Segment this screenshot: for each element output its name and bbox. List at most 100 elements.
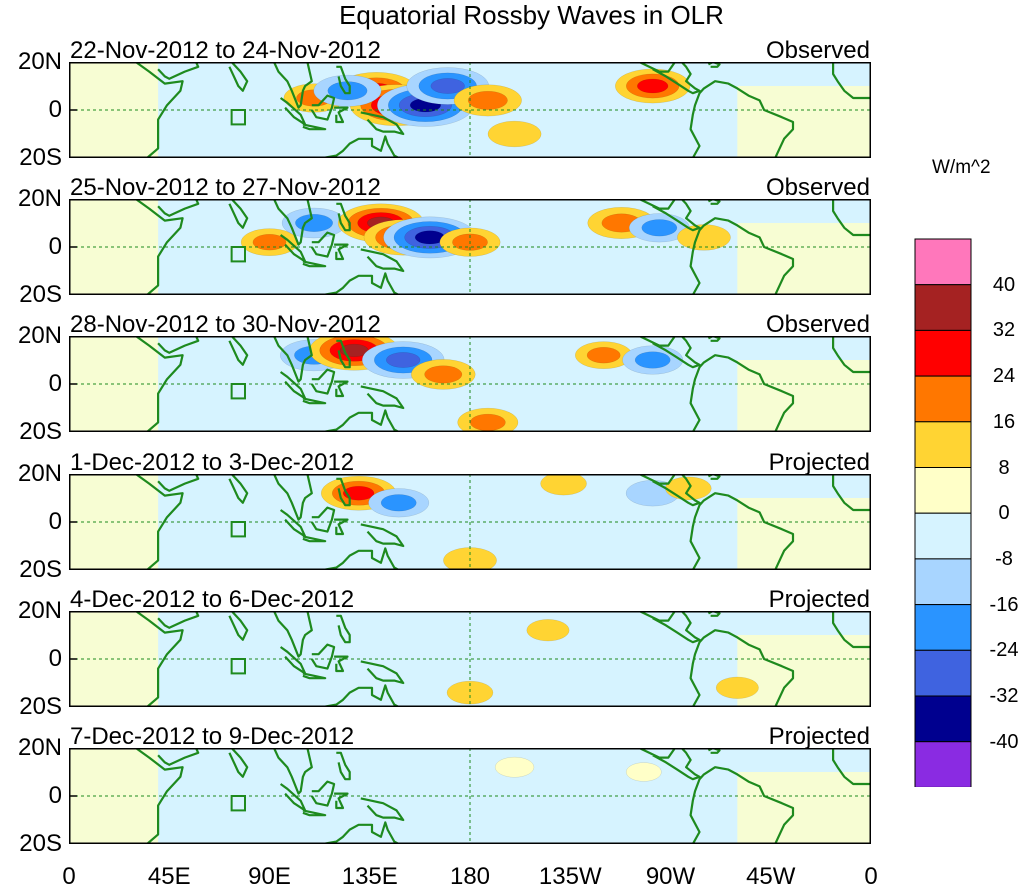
coastline-waf (831, 199, 871, 237)
y-tick-label: 0 (48, 96, 62, 123)
anomaly-contour (252, 234, 287, 251)
panel-date-range: 1-Dec-2012 to 3-Dec-2012 (70, 449, 355, 476)
coastline-borneo (310, 780, 336, 807)
coastline-waf (831, 62, 871, 100)
coastline-samerica (689, 80, 795, 158)
weak-positive-region (737, 360, 871, 432)
olr-map (69, 62, 871, 158)
coastline-waf (831, 611, 871, 649)
panel-status: Observed (765, 174, 870, 201)
coastline-newguinea (360, 111, 405, 136)
coastline-sulawesi (334, 106, 349, 124)
coastline-sulawesi (334, 243, 349, 261)
x-axis: 0 45E 90E 135E 180 135W 90W 45W 0 (0, 864, 1021, 890)
colorbar-label: 24 (992, 365, 1016, 388)
coastline-sulawesi (334, 380, 349, 398)
weak-positive-region (737, 86, 871, 158)
colorbar-swatch (914, 512, 972, 560)
y-tick-label: 20S (19, 144, 62, 171)
coastline-sea (273, 62, 313, 109)
y-tick-label: 20S (19, 556, 62, 583)
coastline-samerica (689, 492, 795, 570)
anomaly-contour (715, 676, 759, 699)
coastline-java (302, 809, 327, 817)
coastline-africa (69, 474, 184, 570)
coastline-sumatra (279, 97, 307, 126)
y-tick-label: 20N (17, 734, 62, 761)
colorbar-label: 40 (992, 273, 1016, 296)
coastline-newguinea (360, 523, 405, 548)
colorbar-label: -32 (989, 685, 1019, 707)
anomaly-contour (494, 756, 535, 778)
coastline-arabia (149, 336, 200, 354)
colorbar-label: 32 (992, 319, 1016, 342)
coastline-sea (273, 474, 313, 521)
colorbar-swatch (914, 558, 972, 606)
coastline-mexico (634, 62, 701, 95)
colorbar-swatch (914, 741, 972, 787)
coastline-arabia (149, 748, 200, 766)
panel-date-range: 22-Nov-2012 to 24-Nov-2012 (70, 37, 381, 64)
coastline-philippines (336, 202, 351, 232)
coastline-australia (322, 135, 400, 158)
y-tick-label: 20S (19, 830, 62, 857)
colorbar-swatch (914, 649, 972, 697)
x-tick-label: 90W (645, 863, 696, 890)
anomaly-contour (469, 413, 506, 431)
map-panel: 28-Nov-2012 to 30-Nov-2012 Observed 20N 0 20… (0, 312, 900, 456)
colorbar-swatch (914, 238, 972, 286)
anomaly-contour (380, 494, 417, 512)
y-tick-label: 0 (48, 370, 62, 397)
colorbar-units: W/m^2 (932, 157, 991, 178)
map-panel: 4-Dec-2012 to 6-Dec-2012 Projected 20N 0 20S (0, 587, 900, 731)
x-tick-label: 45E (147, 863, 191, 890)
coastline-philippines (336, 614, 351, 644)
anomaly-contour (424, 365, 463, 384)
coastline-borneo (310, 643, 336, 670)
coastline-sumatra (279, 234, 307, 263)
coastline-borneo (310, 231, 336, 258)
coastline-india (220, 474, 249, 504)
coastline-sumatra (279, 646, 307, 675)
x-tick-label: 45W (746, 863, 796, 890)
anomaly-contour (386, 352, 421, 368)
coastline-newguinea (360, 385, 405, 410)
panel-status: Projected (768, 586, 870, 613)
olr-map (69, 748, 871, 844)
coastline-africa (69, 336, 184, 432)
anomaly-contour (446, 680, 494, 705)
colorbar-label: -16 (989, 593, 1019, 616)
panel-status: Observed (765, 37, 870, 64)
coastline-java (302, 123, 327, 131)
y-tick-label: 20S (19, 281, 62, 308)
x-tick-label: 135W (538, 863, 602, 890)
colorbar-label: 16 (992, 410, 1016, 433)
coastline-newguinea (360, 797, 405, 822)
colorbar (914, 238, 972, 787)
coastline-mexico (634, 199, 701, 232)
colorbar-label: 0 (998, 502, 1010, 525)
coastline-australia (322, 821, 400, 844)
coastline-newguinea (360, 248, 405, 273)
coastline-newguinea (360, 660, 405, 685)
coastline-sumatra (279, 783, 307, 812)
anomaly-contour (634, 351, 671, 369)
coastline-arabia (149, 474, 200, 492)
colorbar-swatch (914, 604, 972, 651)
coastline-australia (322, 547, 400, 570)
olr-map (69, 474, 871, 570)
olr-map (69, 611, 871, 707)
colorbar-swatch (914, 375, 972, 423)
coastline-india (220, 199, 249, 229)
x-tick-label: 135E (341, 863, 398, 890)
anomaly-contour (487, 120, 542, 148)
panel-status: Projected (768, 449, 870, 476)
anomaly-contour (641, 219, 678, 237)
coastline-sulawesi (334, 655, 349, 673)
coastline-india (220, 336, 249, 366)
anomaly-contour (295, 214, 334, 232)
map-panel: 22-Nov-2012 to 24-Nov-2012 Observed 20N 0 20… (0, 38, 900, 182)
map-panel: 1-Dec-2012 to 3-Dec-2012 Projected 20N 0 20S (0, 450, 900, 594)
coastline-africa (69, 611, 184, 707)
coastline-india (220, 62, 249, 92)
